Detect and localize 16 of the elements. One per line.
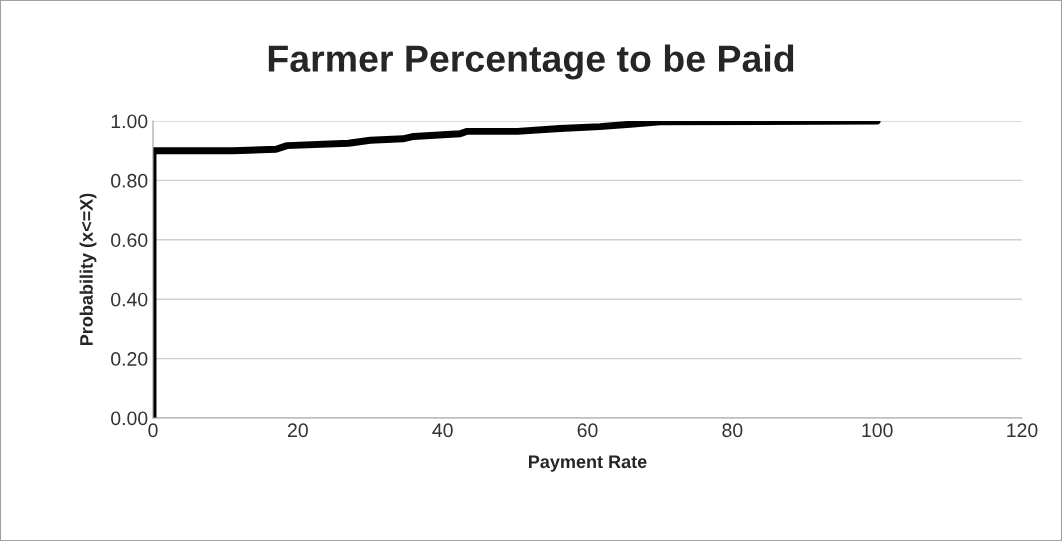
y-tick-label: 0.40: [111, 292, 148, 307]
x-axis-title: Payment Rate: [529, 455, 647, 472]
y-axis-title: Probability (x<=X): [79, 193, 97, 346]
y-tick-label: 1.00: [111, 114, 148, 129]
x-tick-label: 120: [1007, 423, 1038, 438]
y-tick-label: 0.60: [111, 233, 148, 248]
x-tick-label: 40: [432, 423, 453, 438]
x-tick-label: 80: [722, 423, 743, 438]
x-tick-label: 60: [577, 423, 598, 438]
y-tick-label: 0.20: [111, 352, 148, 366]
y-tick-label: 0.80: [111, 173, 148, 188]
x-tick-label: 20: [288, 423, 308, 438]
x-tick-label: 0: [148, 423, 158, 438]
chart-title: Farmer Percentage to be Paid: [268, 44, 794, 80]
x-tick-label: 100: [862, 423, 893, 438]
y-tick-label: 0.00: [111, 411, 148, 426]
